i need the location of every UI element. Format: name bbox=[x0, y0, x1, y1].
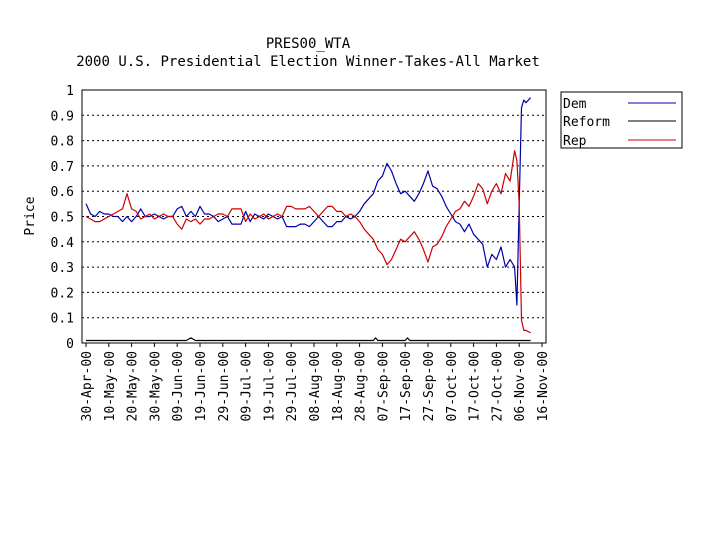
x-tick-label: 18-Aug-00 bbox=[331, 351, 346, 421]
x-tick-label: 08-Aug-00 bbox=[308, 351, 323, 421]
x-tick-label: 30-Apr-00 bbox=[80, 351, 95, 421]
legend: Dem Reform Rep bbox=[560, 91, 683, 149]
x-tick-label: 07-Sep-00 bbox=[376, 351, 391, 421]
y-tick-label: 0.6 bbox=[51, 185, 74, 200]
y-tick-label: 0 bbox=[66, 337, 74, 352]
x-axis-ticks: 30-Apr-00 10-May-00 20-May-00 30-May-00 09-J… bbox=[80, 343, 551, 421]
x-tick-label: 17-Oct-00 bbox=[468, 351, 483, 421]
plot-frame bbox=[81, 89, 547, 344]
y-axis-ticks: 0 0.1 0.2 0.3 0.4 0.5 0.6 0.7 0.8 0.9 1 bbox=[51, 84, 75, 352]
legend-label-reform: Reform bbox=[563, 115, 610, 130]
x-tick-label: 07-Oct-00 bbox=[445, 351, 460, 421]
y-tick-label: 0.3 bbox=[51, 261, 74, 276]
x-tick-label: 09-Jul-00 bbox=[240, 351, 255, 421]
y-tick-label: 0.2 bbox=[51, 286, 74, 301]
x-tick-label: 30-May-00 bbox=[148, 351, 163, 421]
y-tick-label: 0.4 bbox=[51, 236, 75, 251]
gridlines bbox=[82, 114, 546, 319]
x-tick-label: 20-May-00 bbox=[126, 351, 141, 421]
series-line-dem bbox=[85, 97, 532, 306]
x-tick-label: 27-Oct-00 bbox=[490, 351, 505, 421]
x-tick-label: 29-Jul-00 bbox=[285, 351, 300, 421]
chart-title: PRES00_WTA bbox=[266, 36, 351, 52]
legend-label-rep: Rep bbox=[563, 134, 587, 149]
x-tick-label: 10-May-00 bbox=[103, 351, 118, 421]
x-tick-label: 17-Sep-00 bbox=[399, 351, 414, 421]
x-tick-label: 09-Jun-00 bbox=[171, 351, 186, 421]
y-tick-label: 0.7 bbox=[51, 160, 74, 175]
x-tick-label: 19-Jun-00 bbox=[194, 351, 209, 421]
y-tick-label: 0.1 bbox=[51, 312, 74, 327]
series-lines bbox=[85, 97, 532, 342]
x-tick-label: 16-Nov-00 bbox=[536, 351, 551, 421]
chart-subtitle: 2000 U.S. Presidential Election Winner-T… bbox=[76, 54, 540, 70]
legend-box bbox=[560, 91, 683, 149]
y-axis-label: Price bbox=[23, 196, 38, 235]
y-tick-label: 0.9 bbox=[51, 109, 74, 124]
x-tick-label: 29-Jun-00 bbox=[217, 351, 232, 421]
y-tick-label: 0.8 bbox=[51, 135, 74, 150]
x-tick-label: 28-Aug-00 bbox=[354, 351, 369, 421]
series-line-rep bbox=[85, 150, 531, 334]
x-tick-label: 27-Sep-00 bbox=[422, 351, 437, 421]
x-tick-label: 06-Nov-00 bbox=[513, 351, 528, 421]
x-tick-label: 19-Jul-00 bbox=[262, 351, 277, 421]
y-tick-label: 1 bbox=[66, 84, 74, 99]
y-tick-label: 0.5 bbox=[51, 211, 74, 226]
legend-label-dem: Dem bbox=[563, 97, 587, 112]
series-line-reform bbox=[86, 337, 531, 342]
